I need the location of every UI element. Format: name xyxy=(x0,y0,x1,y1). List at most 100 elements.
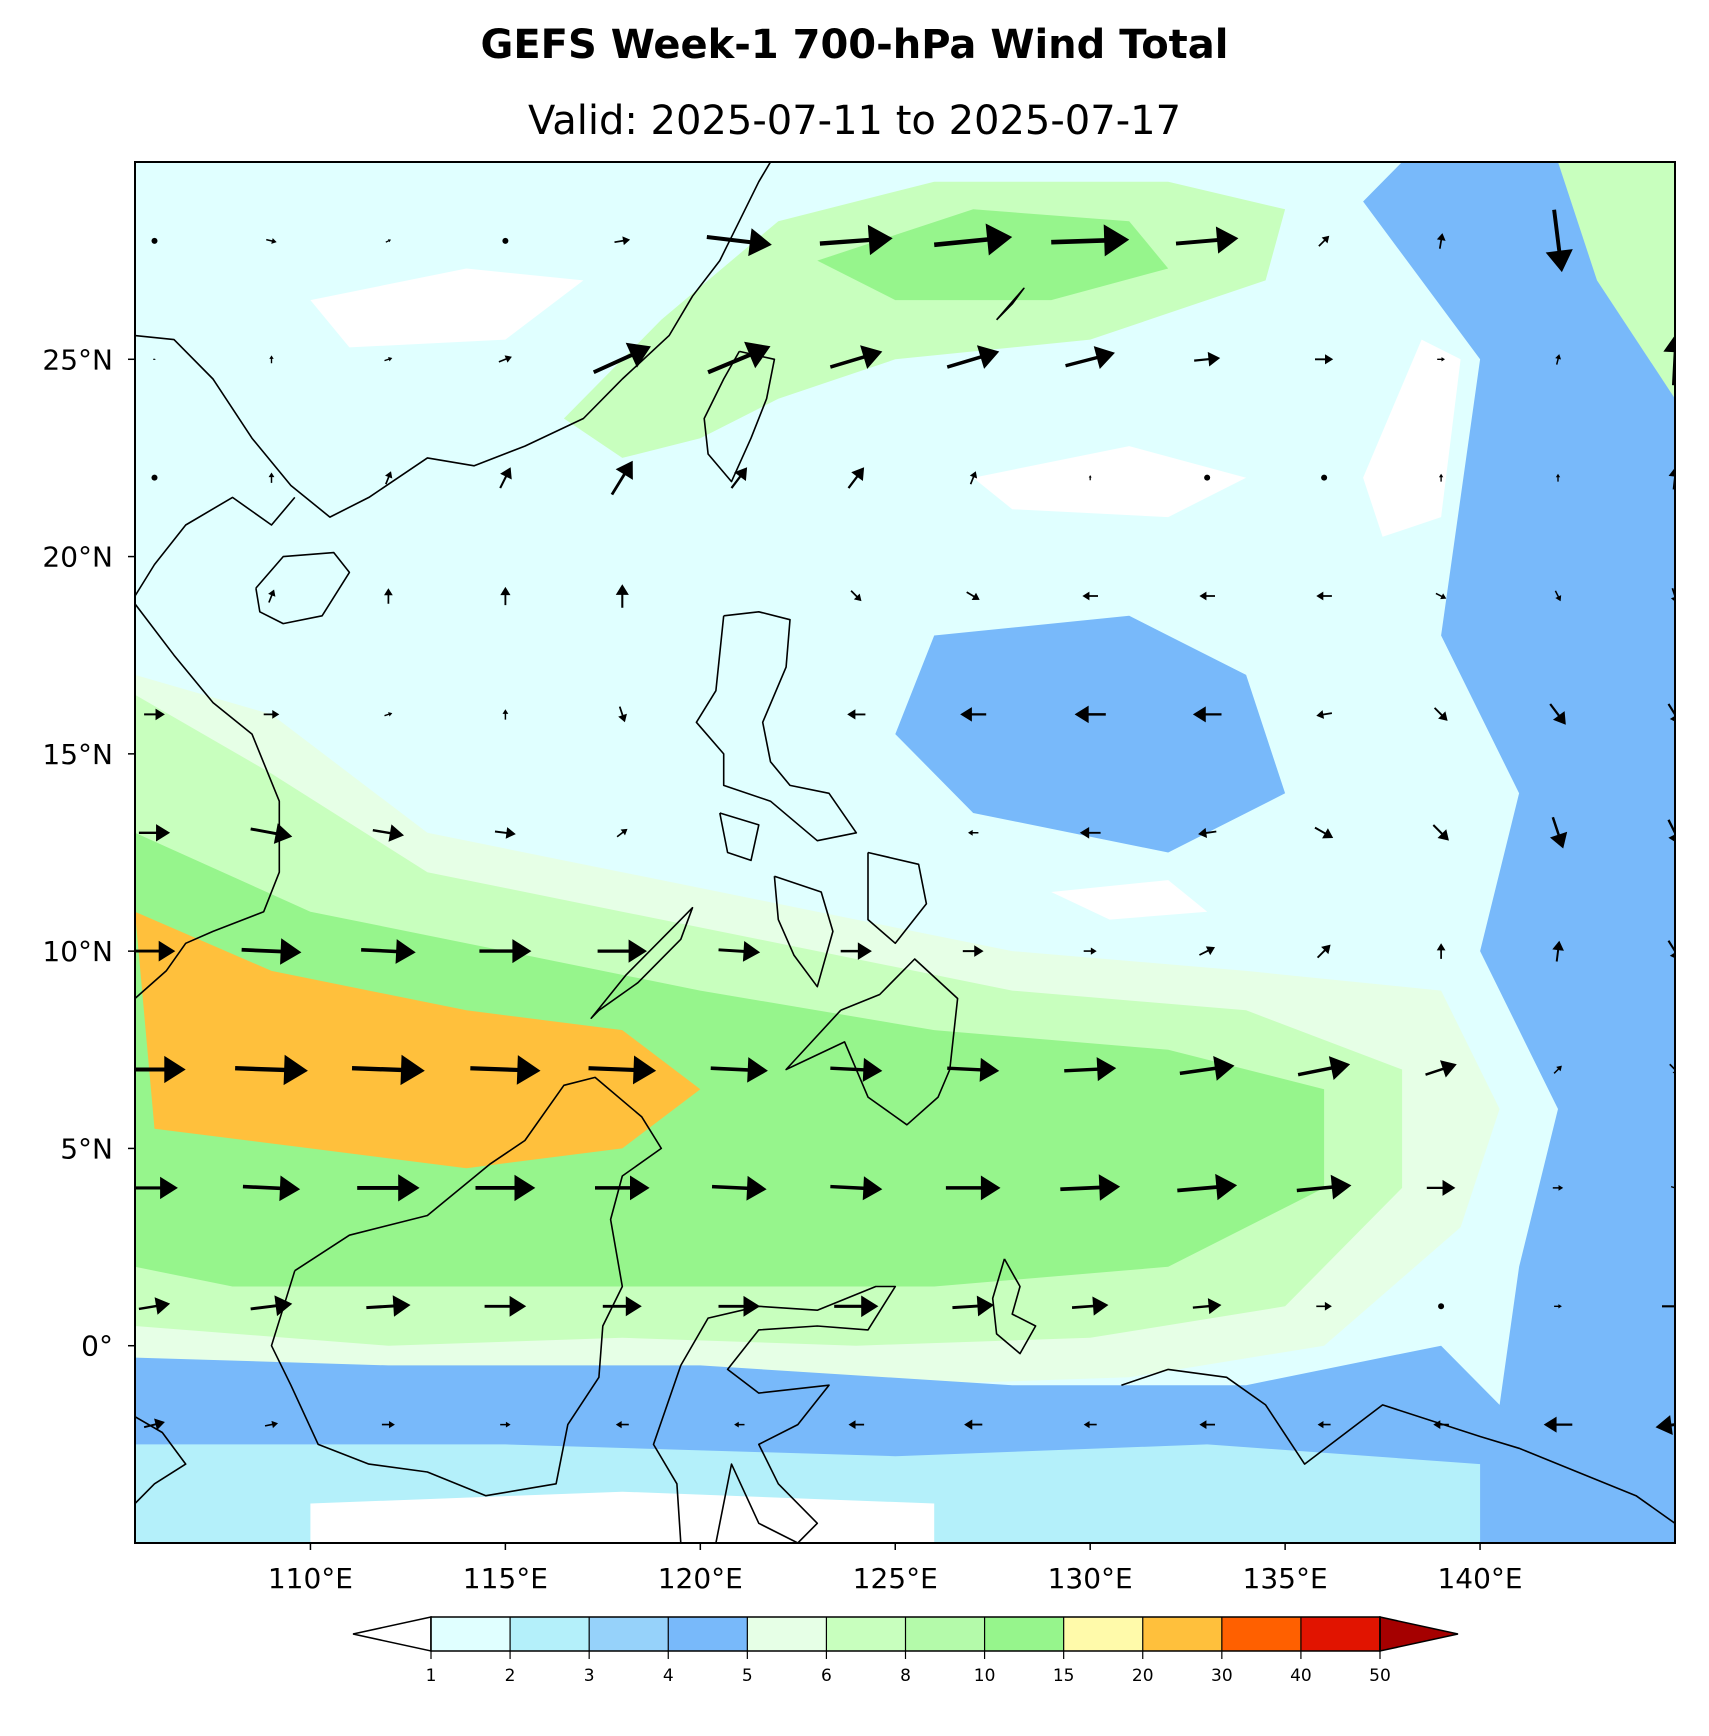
wind-vector xyxy=(964,1419,983,1430)
wind-vector xyxy=(1083,947,1097,955)
wind-vectors xyxy=(135,209,1675,1436)
wind-vector xyxy=(268,472,275,483)
colorbar-label: 4 xyxy=(663,1666,674,1686)
speed-region-eastern-blue xyxy=(1363,162,1675,1543)
wind-vector xyxy=(151,237,158,244)
wind-vector xyxy=(595,1175,650,1201)
wind-vector xyxy=(1667,819,1675,846)
colorbar-label: 5 xyxy=(742,1666,753,1686)
wind-vector xyxy=(1432,824,1449,841)
wind-speed-shading xyxy=(135,162,1675,1543)
wind-vector xyxy=(1554,1304,1562,1309)
wind-vector xyxy=(1437,357,1445,362)
wind-vector xyxy=(384,712,393,717)
colorbar-box xyxy=(826,1617,906,1651)
wind-vector xyxy=(1204,474,1211,481)
wind-vector xyxy=(1662,1305,1675,1308)
coastline-taiwan xyxy=(703,350,776,483)
wind-vector xyxy=(1071,1296,1109,1316)
wind-vector xyxy=(588,1055,657,1085)
map-title: GEFS Week-1 700-hPa Wind Total xyxy=(480,22,1229,68)
coastline-ryukyu-okinawa xyxy=(995,287,1025,321)
wind-vector xyxy=(384,356,393,362)
wind-vector xyxy=(135,1055,186,1084)
coastline-samar-leyte xyxy=(867,851,928,945)
lat-tick-label: 0° xyxy=(81,1330,113,1363)
colorbar-box xyxy=(589,1617,669,1651)
wind-vector xyxy=(616,828,628,838)
wind-vector xyxy=(263,710,280,719)
colorbar-over-triangle xyxy=(1379,1616,1459,1652)
wind-vector xyxy=(1554,590,1562,602)
coastlines xyxy=(135,162,1675,1543)
wind-vector xyxy=(500,1421,511,1428)
wind-vector xyxy=(502,709,509,720)
wind-vector xyxy=(1552,1184,1564,1191)
wind-vector xyxy=(1088,475,1092,481)
speed-region-southern-jet-max xyxy=(135,911,701,1169)
map-plot-area xyxy=(134,161,1676,1544)
wind-vector xyxy=(1083,1420,1097,1429)
wind-vector xyxy=(1426,1179,1456,1196)
wind-vector xyxy=(499,467,512,489)
wind-vector xyxy=(479,939,532,964)
colorbar-box xyxy=(984,1617,1064,1651)
colorbar-label: 40 xyxy=(1290,1666,1312,1686)
wind-vector xyxy=(848,1420,865,1429)
lon-tick-label: 140°E xyxy=(1437,1562,1522,1595)
wind-vector xyxy=(734,1421,745,1428)
lat-tick-label: 25°N xyxy=(42,343,113,376)
wind-vector xyxy=(357,1174,420,1202)
wind-vector xyxy=(1553,1065,1562,1074)
lat-tick-label: 15°N xyxy=(42,738,113,771)
wind-vector xyxy=(266,238,277,244)
wind-vector xyxy=(710,1057,768,1083)
wind-vector xyxy=(151,474,158,481)
colorbar-label: 30 xyxy=(1211,1666,1233,1686)
wind-vector xyxy=(830,1057,883,1082)
lon-tick-label: 120°E xyxy=(658,1562,743,1595)
wind-vector xyxy=(1316,591,1332,601)
wind-vector xyxy=(707,341,771,375)
coastline-hainan xyxy=(255,551,351,625)
wind-vector xyxy=(1316,944,1331,959)
wind-vector xyxy=(711,1175,767,1201)
wind-vector xyxy=(135,1176,178,1200)
wind-vector xyxy=(484,1295,527,1317)
wind-vector xyxy=(384,588,393,604)
wind-vector xyxy=(143,1418,165,1431)
speed-region-north-calm-west xyxy=(310,268,584,348)
wind-vector xyxy=(1315,354,1334,365)
wind-vector xyxy=(1199,946,1216,956)
wind-vector xyxy=(1545,209,1573,273)
colorbar-box xyxy=(1300,1617,1380,1651)
wind-vector xyxy=(1296,1174,1352,1200)
wind-vector xyxy=(1555,473,1561,482)
wind-vector xyxy=(960,707,987,722)
coastline-halmahera xyxy=(991,1258,1037,1355)
wind-vector xyxy=(144,708,165,721)
wind-vector xyxy=(618,706,627,723)
wind-vector xyxy=(1438,473,1444,482)
wind-vector xyxy=(1194,351,1221,367)
wind-vector xyxy=(502,237,509,244)
colorbar-label: 20 xyxy=(1132,1666,1154,1686)
speed-region-calm-east-12n xyxy=(1051,880,1208,920)
wind-vector xyxy=(1074,705,1106,724)
wind-vector xyxy=(1670,587,1675,604)
wind-vector xyxy=(1199,591,1215,601)
wind-vector xyxy=(1179,1056,1235,1081)
wind-vector xyxy=(592,342,651,375)
wind-vector xyxy=(610,460,633,496)
wind-vector xyxy=(969,471,978,485)
wind-vector xyxy=(1433,1420,1449,1429)
speed-region-north-calm-east xyxy=(973,446,1247,518)
wind-vector xyxy=(1192,706,1222,723)
wind-vector xyxy=(933,223,1013,256)
wind-vector xyxy=(1082,591,1098,601)
wind-vector xyxy=(1433,707,1448,721)
speed-region-calm-scs xyxy=(388,674,662,774)
wind-vector xyxy=(718,1295,761,1317)
wind-vector xyxy=(1655,1415,1675,1436)
wind-vector xyxy=(962,945,984,957)
